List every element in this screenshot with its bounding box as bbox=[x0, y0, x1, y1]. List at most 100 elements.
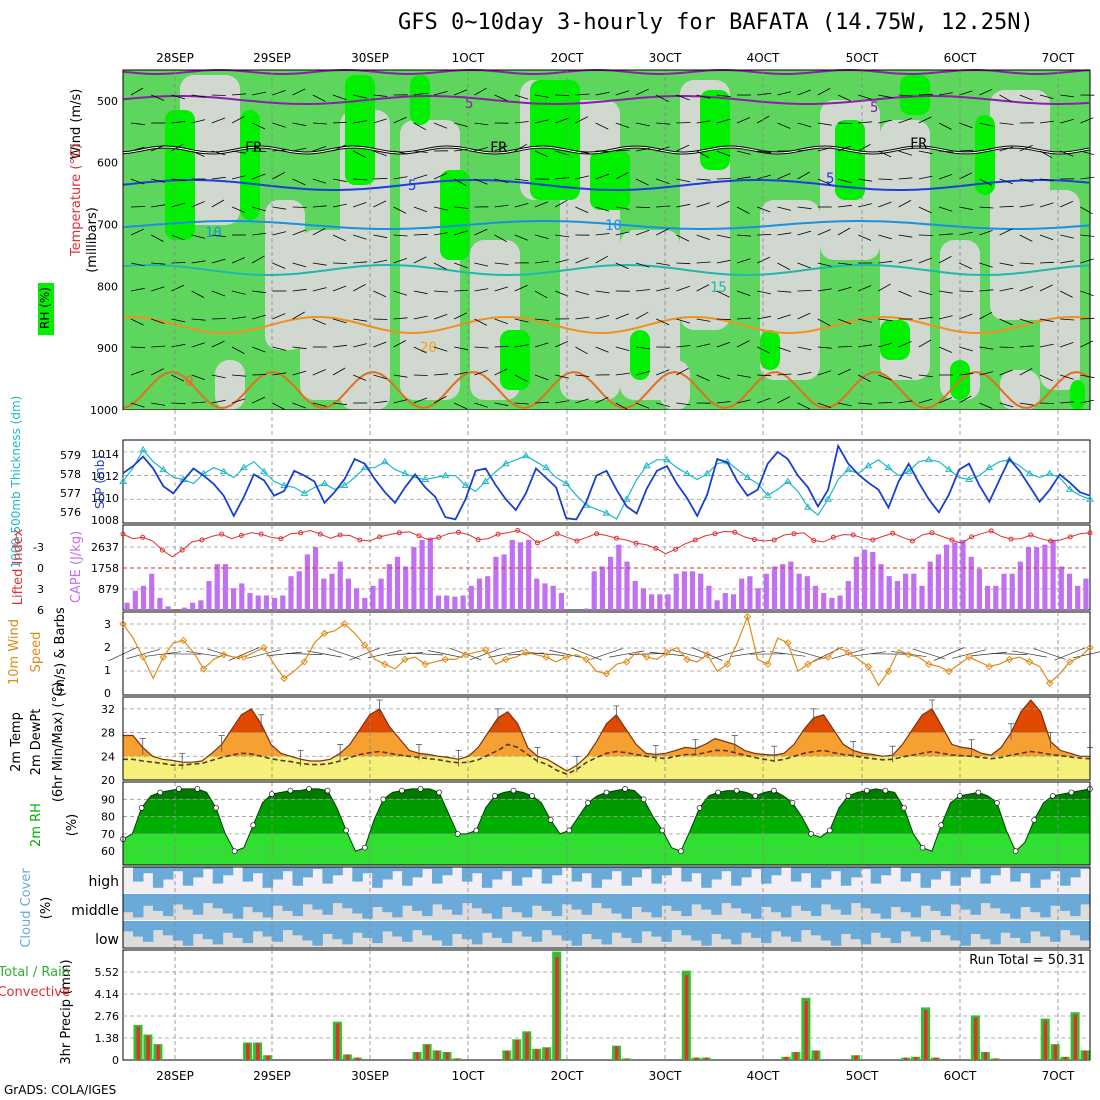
wind-barb bbox=[312, 318, 326, 325]
wind-barb bbox=[635, 122, 650, 127]
cloud-bar bbox=[741, 921, 752, 933]
lifted-index-point bbox=[436, 534, 442, 540]
cloud-bar bbox=[531, 894, 543, 906]
wind-barb bbox=[393, 176, 408, 180]
wind-barb bbox=[635, 88, 649, 96]
cloud-bar bbox=[771, 921, 782, 932]
cloud-bar bbox=[362, 867, 373, 874]
rh2m-point bbox=[901, 805, 907, 811]
cloud-bar bbox=[212, 867, 224, 884]
cloud-bar bbox=[541, 894, 553, 911]
cloud-bar bbox=[382, 921, 393, 932]
cape-bar bbox=[919, 585, 925, 610]
wind-barb bbox=[615, 172, 629, 180]
rh2m-point bbox=[640, 796, 647, 803]
wind-barb bbox=[837, 145, 852, 152]
cloud-bar bbox=[133, 867, 144, 882]
wind-barb bbox=[777, 262, 790, 270]
cape-bar bbox=[657, 594, 663, 610]
cloud-bar bbox=[1060, 894, 1071, 911]
cloud-bar bbox=[402, 867, 413, 886]
wind-barb bbox=[353, 94, 367, 99]
wind-speed-point bbox=[260, 643, 268, 652]
wind-barb bbox=[817, 318, 831, 326]
cloud-bar bbox=[910, 867, 922, 874]
wind-barb bbox=[757, 346, 770, 354]
cape-bar bbox=[239, 583, 245, 610]
wind-barb bbox=[393, 374, 408, 378]
precip-convective-bar bbox=[684, 975, 689, 1060]
rh2m-point bbox=[863, 787, 870, 794]
date-label-top: 28SEP bbox=[156, 51, 194, 65]
wind-barb bbox=[252, 314, 266, 320]
wind-speed-point bbox=[602, 669, 611, 678]
wind-speed-point bbox=[1025, 658, 1034, 666]
wind-barb bbox=[595, 206, 610, 212]
wind-barb bbox=[1019, 368, 1033, 376]
wind-barb-10m bbox=[770, 651, 806, 657]
wind-barb bbox=[615, 402, 629, 411]
wind-barb bbox=[393, 317, 408, 320]
date-label-top: 2OCT bbox=[551, 51, 584, 65]
lifted-index-point bbox=[811, 538, 817, 543]
cloud-bar bbox=[571, 867, 583, 882]
cloud-bar bbox=[870, 894, 882, 914]
wind-barb bbox=[736, 176, 751, 180]
wind-barb bbox=[898, 341, 912, 348]
wind-barb bbox=[676, 178, 691, 183]
rh2m-point bbox=[268, 791, 275, 797]
wind-barb bbox=[555, 290, 569, 297]
cloud-bar bbox=[412, 867, 423, 878]
cloud-bar bbox=[940, 867, 951, 872]
cloud-bar bbox=[790, 894, 802, 906]
wind-barb bbox=[534, 401, 550, 404]
wind-barb bbox=[858, 94, 872, 100]
wind-barb bbox=[373, 94, 388, 97]
cape-bar bbox=[534, 578, 540, 610]
wind-barb bbox=[393, 399, 408, 404]
thickness-point bbox=[804, 503, 812, 510]
wind-barb bbox=[332, 262, 348, 264]
cloud-bar bbox=[771, 894, 782, 913]
wind-barb bbox=[797, 230, 812, 236]
lifted-tick-label: -3 bbox=[33, 541, 44, 554]
wind-barb bbox=[1060, 260, 1075, 264]
cloud-bar bbox=[1030, 921, 1041, 932]
cloud-bar bbox=[222, 867, 234, 876]
cloud-bar bbox=[601, 894, 612, 909]
cloud-bar bbox=[182, 921, 194, 946]
wind-barb bbox=[878, 318, 893, 322]
lifted-index-point bbox=[732, 529, 738, 535]
wind-barb bbox=[433, 373, 448, 376]
wind-barb bbox=[211, 117, 226, 124]
precip-convective-bar bbox=[1053, 1044, 1058, 1060]
thickness-point bbox=[1086, 495, 1094, 502]
wind-barb bbox=[898, 290, 912, 297]
wind-barb bbox=[999, 262, 1014, 267]
wind-barb bbox=[716, 401, 731, 404]
cloud-bar bbox=[940, 894, 951, 917]
wind-barb bbox=[1039, 94, 1054, 99]
contour-label: 5 bbox=[826, 171, 834, 187]
cloud-bar bbox=[202, 867, 214, 870]
cloud-bar bbox=[1080, 921, 1091, 941]
wind-barb bbox=[494, 368, 508, 376]
wind-barb bbox=[514, 178, 529, 182]
wind-axis-label-1: 10m Wind bbox=[7, 619, 22, 685]
lifted-index-point bbox=[1067, 534, 1073, 540]
cape-bar bbox=[730, 594, 737, 610]
precip-convective-bar bbox=[345, 1054, 350, 1060]
wind-barb bbox=[615, 149, 630, 152]
wind-barb bbox=[494, 94, 508, 102]
wind-barb bbox=[595, 290, 610, 294]
cape-bar bbox=[304, 554, 310, 610]
wind-barb bbox=[1080, 374, 1095, 379]
wind-barb bbox=[494, 145, 508, 152]
cape-bar bbox=[263, 595, 269, 610]
precip-convective-bar bbox=[555, 957, 559, 1060]
wind-barb bbox=[656, 262, 671, 266]
wind-barb bbox=[999, 369, 1013, 376]
wind-barb bbox=[555, 117, 569, 124]
thickness-tick-label: 579 bbox=[60, 449, 81, 462]
wind-barb bbox=[1060, 374, 1074, 380]
